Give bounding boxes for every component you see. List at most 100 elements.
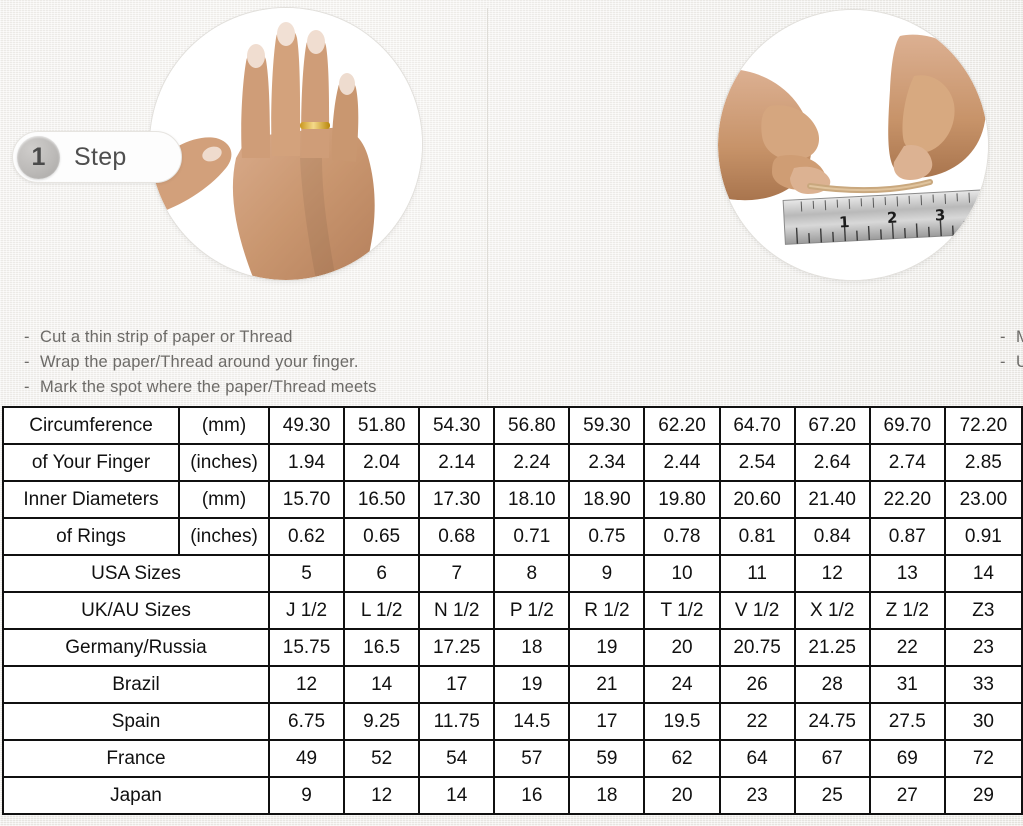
table-row: USA Sizes 5 6 7 8 9 10 11 12 13 14 — [4, 556, 1021, 593]
row-label-circumference-line1: Circumference — [4, 408, 180, 445]
cell: 26 — [720, 667, 796, 704]
table-row: Inner Diameters (mm) 15.70 16.50 17.30 1… — [4, 482, 1021, 519]
cell: 13 — [870, 556, 946, 593]
cell: 56.80 — [495, 408, 571, 445]
cell: 15.70 — [270, 482, 346, 519]
cell: 22.20 — [870, 482, 946, 519]
instruction-line: - Cut a thin strip of paper or Thread — [24, 325, 376, 350]
cell: 9 — [270, 778, 346, 813]
cell: 72 — [945, 741, 1021, 778]
row-label-inner-diameters-line1: Inner Diameters — [4, 482, 180, 519]
table-row: of Your Finger (inches) 1.94 2.04 2.14 2… — [4, 445, 1021, 482]
table-row: UK/AU Sizes J 1/2 L 1/2 N 1/2 P 1/2 R 1/… — [4, 593, 1021, 630]
step-1-label: Step — [74, 142, 127, 171]
table-row: of Rings (inches) 0.62 0.65 0.68 0.71 0.… — [4, 519, 1021, 556]
table-row: Circumference (mm) 49.30 51.80 54.30 56.… — [4, 408, 1021, 445]
cell: 33 — [945, 667, 1021, 704]
cell: 22 — [720, 704, 796, 741]
cell: 69 — [870, 741, 946, 778]
cell: 49 — [270, 741, 346, 778]
cell: 16.50 — [345, 482, 421, 519]
panel-divider — [487, 8, 488, 400]
instruction-text: Wrap the paper/Thread around your finger… — [40, 353, 359, 371]
cell: 29 — [945, 778, 1021, 813]
row-label-france: France — [4, 741, 270, 778]
instruction-text: Measure the length of the thread with yo… — [1016, 328, 1023, 346]
cell: 14 — [420, 778, 496, 813]
cell: 18 — [570, 778, 646, 813]
cell: 49.30 — [270, 408, 346, 445]
cell: 2.74 — [870, 445, 946, 482]
cell: 14.5 — [495, 704, 571, 741]
cell: 12 — [345, 778, 421, 813]
step-1-number: 1 — [17, 135, 60, 179]
instruction-text: Mark the spot where the paper/Thread mee… — [40, 378, 377, 396]
cell: Z 1/2 — [870, 593, 946, 630]
row-label-usa-sizes: USA Sizes — [4, 556, 270, 593]
cell: 21.25 — [795, 630, 871, 667]
cell: 23.00 — [945, 482, 1021, 519]
instruction-text: Use the following chart to determine you… — [1016, 353, 1023, 371]
step-1-instructions: - Cut a thin strip of paper or Thread - Wr… — [24, 325, 376, 400]
cell: 0.91 — [945, 519, 1021, 556]
cell: 22 — [870, 630, 946, 667]
cell: 17.25 — [420, 630, 496, 667]
row-label-germany-russia: Germany/Russia — [4, 630, 270, 667]
instruction-line: - Mark the spot where the paper/Thread me… — [24, 375, 376, 400]
cell: 19 — [570, 630, 646, 667]
instruction-line: - Use the following chart to determine yo… — [1000, 350, 1023, 375]
cell: Z3 — [945, 593, 1021, 630]
bullet-dash: - — [1000, 328, 1006, 346]
cell: 59 — [570, 741, 646, 778]
row-label-spain: Spain — [4, 704, 270, 741]
cell: 0.84 — [795, 519, 871, 556]
cell: T 1/2 — [645, 593, 721, 630]
cell: 0.68 — [420, 519, 496, 556]
cell: 2.14 — [420, 445, 496, 482]
cell: 0.62 — [270, 519, 346, 556]
cell: X 1/2 — [795, 593, 871, 630]
size-chart-table: Circumference (mm) 49.30 51.80 54.30 56.… — [2, 406, 1023, 815]
cell: 24.75 — [795, 704, 871, 741]
cell: 25 — [795, 778, 871, 813]
cell: 9 — [570, 556, 646, 593]
cell: R 1/2 — [570, 593, 646, 630]
cell: 2.04 — [345, 445, 421, 482]
bullet-dash: - — [1000, 353, 1006, 371]
instruction-line: - Wrap the paper/Thread around your finge… — [24, 350, 376, 375]
instruction-line: - Measure the length of the thread with y… — [1000, 325, 1023, 350]
step-2-instructions: - Measure the length of the thread with y… — [1000, 325, 1023, 375]
instruction-text: Cut a thin strip of paper or Thread — [40, 328, 293, 346]
cell: 21.40 — [795, 482, 871, 519]
cell: 0.75 — [570, 519, 646, 556]
step-2-photo: 1 2 3 — [718, 10, 988, 280]
cell: 20 — [645, 630, 721, 667]
cell: 20.60 — [720, 482, 796, 519]
cell: 64.70 — [720, 408, 796, 445]
cell: 18.10 — [495, 482, 571, 519]
cell: 9.25 — [345, 704, 421, 741]
cell: 6 — [345, 556, 421, 593]
cell: 11.75 — [420, 704, 496, 741]
cell: 19.5 — [645, 704, 721, 741]
cell: 2.85 — [945, 445, 1021, 482]
ruler-mark-3: 3 — [934, 206, 945, 225]
unit-cell: (inches) — [180, 445, 270, 482]
cell: 18.90 — [570, 482, 646, 519]
cell: 24 — [645, 667, 721, 704]
cell: 69.70 — [870, 408, 946, 445]
table-row: Spain 6.75 9.25 11.75 14.5 17 19.5 22 24… — [4, 704, 1021, 741]
cell: 20.75 — [720, 630, 796, 667]
cell: 27 — [870, 778, 946, 813]
row-label-circumference-line2: of Your Finger — [4, 445, 180, 482]
cell: V 1/2 — [720, 593, 796, 630]
cell: 0.81 — [720, 519, 796, 556]
row-label-inner-diameters-line2: of Rings — [4, 519, 180, 556]
unit-cell: (mm) — [180, 408, 270, 445]
cell: 0.87 — [870, 519, 946, 556]
cell: 1.94 — [270, 445, 346, 482]
bullet-dash: - — [24, 378, 30, 396]
cell: 10 — [645, 556, 721, 593]
cell: 54.30 — [420, 408, 496, 445]
cell: 27.5 — [870, 704, 946, 741]
